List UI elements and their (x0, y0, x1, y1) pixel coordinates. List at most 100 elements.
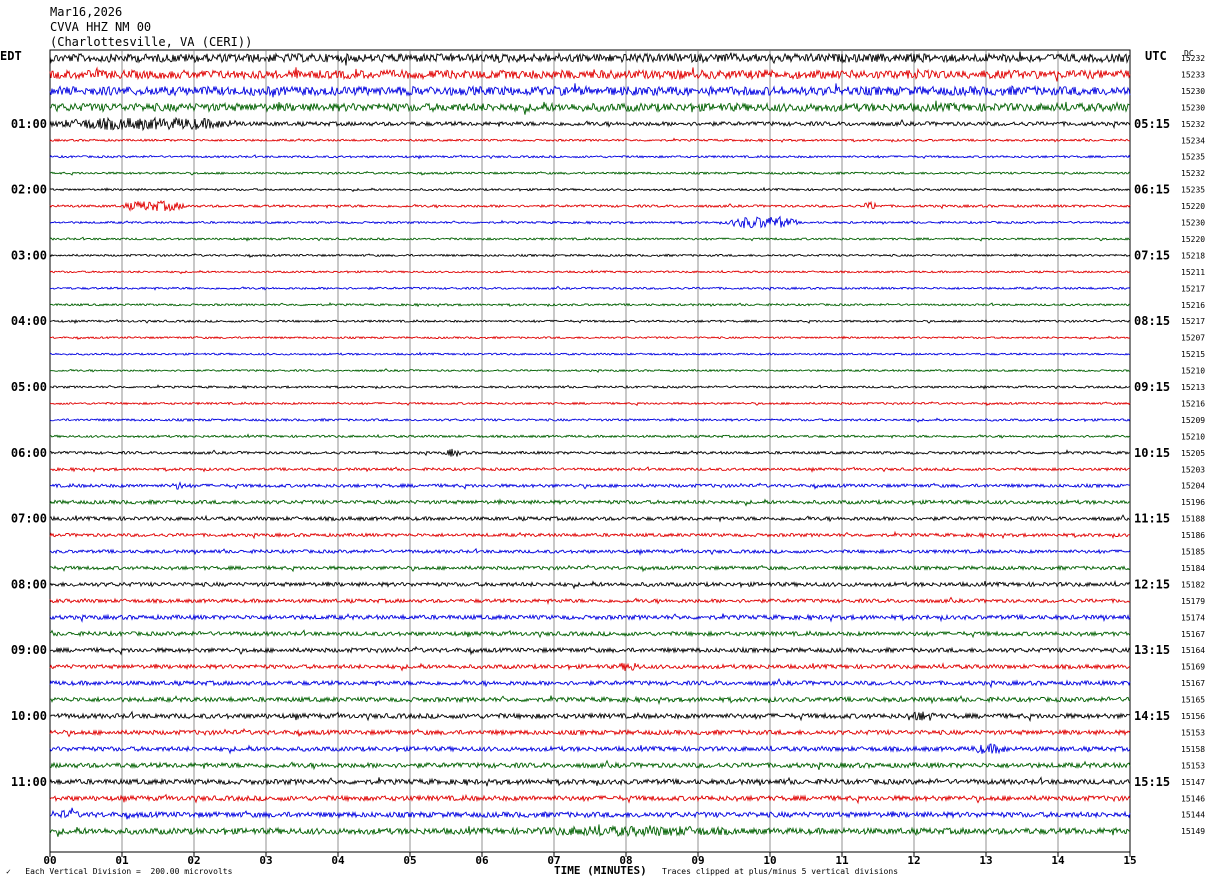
seismic-trace (49, 100, 1131, 115)
seismic-trace (49, 301, 1131, 308)
seismic-trace (49, 596, 1131, 605)
seismic-trace (49, 215, 1131, 229)
seismic-trace (49, 384, 1131, 390)
plot-frame (49, 49, 1131, 853)
seismic-trace (49, 285, 1131, 292)
x-tick-label: 02 (187, 854, 200, 867)
seismic-trace (49, 51, 1131, 66)
seismic-trace (50, 170, 1131, 176)
local-hour-label: 10:00 (11, 709, 47, 723)
dc-offset-label: 15164 (1181, 646, 1205, 655)
x-tick-label: 06 (475, 854, 489, 867)
dc-offset-label: 15167 (1181, 630, 1205, 639)
utc-hour-label: 15:15 (1134, 775, 1170, 789)
x-tick-label: 10 (763, 854, 776, 867)
seismic-trace (49, 319, 1131, 325)
utc-hour-label: 12:15 (1134, 577, 1170, 591)
dc-offset-label: 15205 (1181, 449, 1205, 458)
dc-offset-label: 15232 (1181, 120, 1205, 129)
seismic-trace (49, 154, 1131, 160)
x-tick-label: 13 (979, 854, 992, 867)
dc-offset-label: 15204 (1181, 482, 1205, 491)
x-tick-label: 05 (403, 854, 416, 867)
dc-offset-label: 15232 (1181, 169, 1205, 178)
seismic-trace (49, 759, 1131, 771)
dc-offset-label: 15203 (1181, 465, 1205, 474)
dc-offset-label: 15217 (1181, 317, 1205, 326)
seismic-trace (49, 137, 1130, 143)
dc-offset-label: 15184 (1181, 564, 1205, 573)
seismic-trace (49, 728, 1131, 738)
local-hour-label: 07:00 (11, 512, 47, 526)
seismic-trace (49, 710, 1131, 723)
seismic-trace (49, 695, 1131, 706)
x-tick-label: 09 (691, 854, 704, 867)
local-hour-label: 11:00 (11, 775, 47, 789)
dc-offset-label: 15147 (1181, 778, 1205, 787)
local-hour-label: 09:00 (11, 643, 47, 657)
dc-offset-label: 15210 (1181, 367, 1205, 376)
x-tick-label: 03 (259, 854, 272, 867)
x-tick-label: 11 (835, 854, 849, 867)
scale-note: ✓ Each Vertical Division = 200.00 microv… (6, 867, 232, 876)
dc-offset-label: 15158 (1181, 745, 1205, 754)
dc-offset-label: 15144 (1181, 811, 1205, 820)
local-hour-label: 06:00 (11, 446, 47, 460)
dc-offset-label: 15196 (1181, 498, 1205, 507)
utc-hour-label: 07:15 (1134, 248, 1170, 262)
dc-offset-label: 15179 (1181, 597, 1205, 606)
dc-offset-label: 15174 (1181, 613, 1205, 622)
local-hour-label: 02:00 (11, 183, 47, 197)
dc-offset-label: 15235 (1181, 186, 1205, 195)
local-hour-label: 05:00 (11, 380, 47, 394)
seismic-trace (49, 580, 1131, 590)
dc-offset-label: 15235 (1181, 153, 1205, 162)
local-timezone-label: EDT (0, 49, 22, 63)
seismic-trace (49, 824, 1131, 838)
local-hour-label: 01:00 (11, 117, 47, 131)
local-hour-label: 08:00 (11, 577, 47, 591)
dc-offset-label: 15165 (1181, 696, 1205, 705)
seismic-trace (49, 401, 1131, 407)
seismic-trace (49, 368, 1130, 374)
dc-offset-label: 15232 (1181, 54, 1205, 63)
x-tick-label: 00 (43, 854, 56, 867)
x-tick-label: 04 (331, 854, 345, 867)
seismic-trace (49, 662, 1131, 672)
utc-hour-label: 06:15 (1134, 183, 1170, 197)
dc-offset-label: 15216 (1181, 301, 1205, 310)
dc-offset-label: 15209 (1181, 416, 1205, 425)
dc-offset-label: 15230 (1181, 103, 1205, 112)
dc-offset-label: 15230 (1181, 87, 1205, 96)
seismic-trace (50, 335, 1131, 341)
seismic-trace (49, 236, 1131, 242)
dc-offset-label: 15146 (1181, 794, 1205, 803)
x-tick-label: 12 (907, 854, 920, 867)
local-hour-label: 03:00 (11, 248, 47, 262)
dc-offset-label: 15220 (1181, 235, 1205, 244)
utc-hour-label: 05:15 (1134, 117, 1170, 131)
seismic-trace (49, 186, 1131, 193)
utc-timezone-label: UTC (1145, 49, 1167, 63)
seismic-trace (49, 116, 1131, 132)
seismic-trace (49, 547, 1131, 556)
dc-offset-label: 15220 (1181, 202, 1205, 211)
seismic-trace (49, 200, 1131, 212)
station-code: CVVA HHZ NM 00 (50, 20, 152, 34)
dc-offset-label: 15153 (1181, 728, 1205, 737)
dc-offset-label: 15230 (1181, 219, 1205, 228)
seismic-trace (49, 351, 1131, 357)
dc-offset-label: 15215 (1181, 350, 1205, 359)
dc-offset-label: 15169 (1181, 663, 1205, 672)
dc-offset-label: 15182 (1181, 580, 1205, 589)
seismic-trace (49, 678, 1131, 689)
utc-hour-label: 10:15 (1134, 446, 1170, 460)
seismic-trace (49, 66, 1131, 82)
seismic-trace (49, 613, 1131, 623)
seismic-trace (49, 448, 1131, 457)
dc-offset-label: 15207 (1181, 334, 1205, 343)
seismic-trace (49, 564, 1131, 573)
corner-mark: ✓ (6, 867, 11, 876)
dc-offset-label: 15234 (1181, 136, 1205, 145)
seismic-trace (49, 83, 1131, 98)
